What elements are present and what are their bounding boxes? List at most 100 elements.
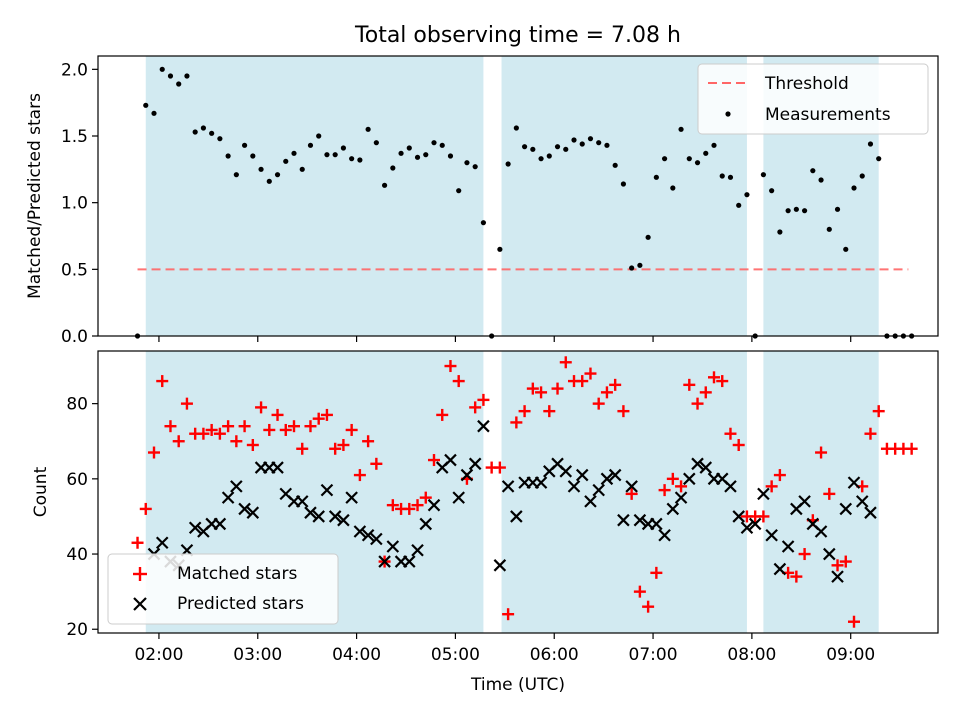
predicted-star-point	[427, 498, 441, 512]
predicted-star-point	[411, 544, 424, 557]
predicted-star-point	[674, 491, 688, 504]
measurement-point	[546, 153, 552, 159]
measurement-point	[777, 229, 783, 235]
bottom-y-tick-label: 20	[66, 620, 88, 640]
predicted-star-point	[213, 517, 227, 531]
predicted-star-point	[650, 517, 663, 531]
predicted-star-point	[345, 491, 358, 504]
predicted-star-point	[534, 476, 548, 489]
matched-star-point	[609, 378, 622, 391]
predicted-star-point	[666, 502, 680, 516]
matched-star-point	[823, 487, 836, 500]
matched-star-point	[246, 439, 259, 451]
matched-star-point	[477, 393, 490, 406]
matched-star-point	[172, 435, 185, 448]
measurement-point	[192, 129, 198, 135]
matched-star-point	[403, 502, 416, 515]
measurement-point	[390, 165, 396, 171]
predicted-star-point	[839, 502, 853, 516]
measurement-point	[744, 192, 750, 198]
matched-star-point	[551, 382, 564, 395]
measurement-point	[497, 246, 503, 252]
measurement-point	[456, 188, 462, 194]
predicted-star-point	[361, 528, 375, 542]
bottom-legend-box	[107, 553, 339, 625]
predicted-star-point	[386, 540, 400, 553]
measurement-point	[151, 110, 157, 116]
x-tick-label: 08:00	[727, 645, 776, 665]
x-tick-label: 07:00	[629, 645, 678, 665]
top-y-tick-label: 2.0	[61, 60, 88, 80]
matched-star-point	[279, 423, 292, 436]
matched-star-point	[502, 608, 515, 621]
measurement-point	[423, 152, 429, 158]
predicted-star-point	[798, 495, 811, 508]
measurement-point	[620, 181, 627, 187]
predicted-star-point	[452, 491, 465, 504]
measurement-point	[653, 174, 659, 180]
predicted-star-point	[419, 517, 433, 531]
matched-star-point	[617, 405, 630, 418]
measurement-point	[867, 141, 874, 147]
predicted-star-point	[724, 480, 737, 493]
matched-star-point	[625, 487, 638, 500]
matched-star-point	[905, 442, 918, 455]
measurement-point	[241, 142, 248, 148]
measurement-point	[316, 133, 322, 139]
matched-star-point	[271, 408, 284, 421]
bottom-y-tick-label: 40	[66, 545, 88, 565]
predicted-star-point	[781, 540, 795, 553]
predicted-star-point	[295, 495, 309, 508]
matched-star-point	[436, 408, 449, 421]
legend-matched-swatch	[133, 567, 147, 581]
x-tick-label: 09:00	[826, 645, 875, 665]
top-plot-frame	[97, 55, 939, 337]
matched-star-point	[633, 585, 646, 598]
top-y-tick-label: 1.0	[61, 194, 88, 214]
measurement-point	[563, 146, 569, 152]
legend-predicted-label: Predicted stars	[177, 594, 304, 614]
matched-star-point	[411, 499, 424, 512]
predicted-star-point	[633, 513, 647, 527]
predicted-star-point	[460, 468, 474, 482]
matched-star-point	[213, 427, 226, 440]
measurement-point	[694, 160, 701, 166]
top-y-tick-label: 0.0	[61, 327, 88, 347]
measurement-point	[439, 142, 445, 148]
matched-star-point	[370, 457, 383, 470]
measurement-point	[217, 136, 223, 142]
matched-star-point	[666, 472, 679, 485]
bottom-legend: Matched stars Predicted stars	[107, 553, 339, 625]
predicted-star-point	[328, 510, 342, 523]
measurement-point	[604, 142, 610, 148]
predicted-star-point	[188, 521, 202, 534]
predicted-star-point	[370, 532, 383, 546]
measurement-point	[332, 152, 338, 158]
predicted-star-point	[320, 483, 334, 497]
matched-star-point	[222, 420, 235, 433]
predicted-star-point	[814, 525, 828, 538]
measurement-point	[406, 145, 412, 151]
measurement-point	[736, 202, 742, 208]
matched-star-point	[444, 360, 457, 373]
bottom-panel: 20 40 60 80 02:00 03:00 04:00 05:00 06:00 07:00 0…	[31, 350, 939, 695]
bottom-y-axis-label: Count	[31, 466, 51, 517]
measurement-point	[357, 157, 363, 163]
measurement-point	[810, 168, 816, 174]
measurement-point	[233, 172, 239, 178]
measurement-point	[274, 172, 281, 178]
matched-star-point	[452, 375, 465, 388]
measurement-point	[530, 146, 536, 152]
matched-star-point	[238, 420, 251, 433]
predicted-star-point	[510, 510, 523, 523]
measurement-point	[859, 173, 865, 179]
matched-star-point	[386, 499, 399, 512]
matched-star-point	[675, 480, 688, 493]
matched-star-point	[724, 427, 737, 440]
predicted-star-point	[831, 570, 844, 583]
measurement-point	[307, 142, 314, 148]
predicted-star-point	[584, 495, 597, 508]
measurement-point	[876, 156, 882, 162]
predicted-star-point	[155, 536, 169, 550]
measurement-point	[365, 126, 371, 132]
